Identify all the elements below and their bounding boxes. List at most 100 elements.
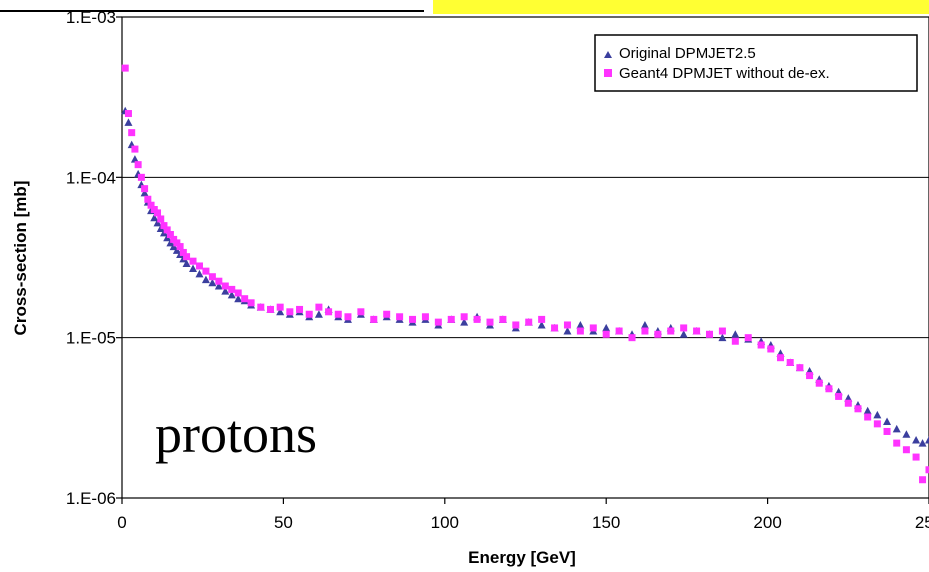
- point-original-dpmjet: [844, 394, 853, 402]
- top-rule: [0, 10, 424, 12]
- point-geant4-dpmjet: [563, 321, 571, 329]
- point-original-dpmjet: [576, 320, 585, 329]
- y-axis-title: Cross-section [mb]: [11, 181, 30, 336]
- point-geant4-dpmjet: [147, 201, 155, 209]
- point-geant4-dpmjet: [883, 427, 891, 435]
- gridlines: [122, 176, 929, 339]
- point-geant4-dpmjet: [693, 327, 701, 335]
- point-geant4-dpmjet: [864, 413, 872, 421]
- protons-annotation: protons: [155, 404, 317, 464]
- point-geant4-dpmjet: [409, 315, 417, 323]
- point-geant4-dpmjet: [296, 305, 304, 313]
- point-original-dpmjet: [892, 424, 901, 433]
- point-geant4-dpmjet: [825, 385, 833, 393]
- point-original-dpmjet: [912, 436, 921, 444]
- point-geant4-dpmjet: [266, 305, 274, 313]
- legend-box: [594, 34, 918, 92]
- point-geant4-dpmjet: [777, 354, 785, 362]
- point-geant4-dpmjet: [176, 243, 184, 251]
- point-geant4-dpmjet: [137, 173, 145, 181]
- point-geant4-dpmjet: [835, 392, 843, 400]
- point-geant4-dpmjet: [166, 230, 174, 238]
- point-geant4-dpmjet: [325, 308, 333, 316]
- point-geant4-dpmjet: [873, 420, 881, 428]
- point-geant4-dpmjet: [744, 334, 752, 342]
- point-original-dpmjet: [314, 310, 323, 318]
- point-original-dpmjet: [140, 188, 149, 197]
- point-geant4-dpmjet: [589, 324, 597, 332]
- point-geant4-dpmjet: [154, 209, 162, 217]
- y-tick-label: 1.E-04: [66, 168, 116, 187]
- y-tick-label: 1.E-05: [66, 329, 116, 348]
- point-geant4-dpmjet: [796, 364, 804, 372]
- point-original-dpmjet: [130, 155, 139, 163]
- point-original-dpmjet: [925, 436, 929, 444]
- point-original-dpmjet: [150, 213, 159, 222]
- point-geant4-dpmjet: [447, 315, 455, 323]
- point-geant4-dpmjet: [144, 195, 152, 203]
- point-original-dpmjet: [214, 282, 223, 290]
- y-tick-label: 1.E-03: [66, 8, 116, 27]
- legend-entry-original: Original DPMJET2.5: [619, 45, 756, 62]
- point-geant4-dpmjet: [160, 222, 168, 230]
- point-original-dpmjet: [902, 430, 911, 438]
- point-original-dpmjet: [563, 327, 572, 335]
- point-geant4-dpmjet: [551, 324, 559, 332]
- point-geant4-dpmjet: [315, 303, 323, 311]
- point-geant4-dpmjet: [286, 308, 294, 316]
- x-tick-label: 200: [753, 513, 781, 532]
- x-axis-title: Energy [GeV]: [468, 548, 576, 567]
- point-geant4-dpmjet: [705, 330, 713, 338]
- point-geant4-dpmjet: [383, 310, 391, 318]
- legend: Original DPMJET2.5 Geant4 DPMJET without…: [594, 34, 918, 92]
- point-original-dpmjet: [227, 290, 236, 299]
- point-geant4-dpmjet: [576, 327, 584, 335]
- point-geant4-dpmjet: [305, 310, 313, 318]
- point-geant4-dpmjet: [276, 303, 284, 311]
- point-original-dpmjet: [276, 307, 285, 316]
- point-geant4-dpmjet: [157, 215, 165, 223]
- point-geant4-dpmjet: [460, 313, 468, 321]
- point-geant4-dpmjet: [370, 315, 378, 323]
- point-geant4-dpmjet: [215, 277, 223, 285]
- legend-entry-geant4: Geant4 DPMJET without de-ex.: [619, 65, 830, 82]
- point-geant4-dpmjet: [221, 282, 229, 290]
- point-original-dpmjet: [153, 218, 162, 227]
- point-geant4-dpmjet: [919, 476, 927, 484]
- point-geant4-dpmjet: [786, 359, 794, 367]
- point-original-dpmjet: [234, 294, 243, 303]
- point-geant4-dpmjet: [486, 318, 494, 326]
- point-original-dpmjet: [918, 439, 927, 447]
- x-tick-label: 250: [915, 513, 929, 532]
- point-original-dpmjet: [863, 406, 872, 415]
- x-tick-label: 150: [592, 513, 620, 532]
- legend-marker-square: [604, 69, 612, 77]
- point-original-dpmjet: [189, 264, 198, 273]
- point-original-dpmjet: [172, 246, 181, 254]
- title-banner: [433, 0, 929, 14]
- point-geant4-dpmjet: [757, 341, 765, 349]
- x-tick-label: 100: [431, 513, 459, 532]
- point-original-dpmjet: [883, 417, 892, 426]
- point-original-dpmjet: [208, 278, 217, 287]
- point-geant4-dpmjet: [641, 327, 649, 335]
- point-geant4-dpmjet: [767, 345, 775, 353]
- point-geant4-dpmjet: [183, 253, 191, 261]
- point-original-dpmjet: [195, 269, 204, 278]
- point-geant4-dpmjet: [844, 399, 852, 407]
- point-geant4-dpmjet: [806, 372, 814, 380]
- point-original-dpmjet: [460, 318, 469, 326]
- point-original-dpmjet: [201, 275, 210, 284]
- point-geant4-dpmjet: [499, 315, 507, 323]
- point-geant4-dpmjet: [893, 439, 901, 447]
- x-tick-label: 0: [117, 513, 126, 532]
- point-geant4-dpmjet: [202, 267, 210, 275]
- point-geant4-dpmjet: [173, 239, 181, 247]
- point-geant4-dpmjet: [208, 273, 216, 281]
- point-geant4-dpmjet: [357, 308, 365, 316]
- point-geant4-dpmjet: [912, 453, 920, 461]
- point-geant4-dpmjet: [195, 262, 203, 270]
- point-original-dpmjet: [718, 333, 727, 342]
- point-geant4-dpmjet: [538, 315, 546, 323]
- point-geant4-dpmjet: [654, 330, 662, 338]
